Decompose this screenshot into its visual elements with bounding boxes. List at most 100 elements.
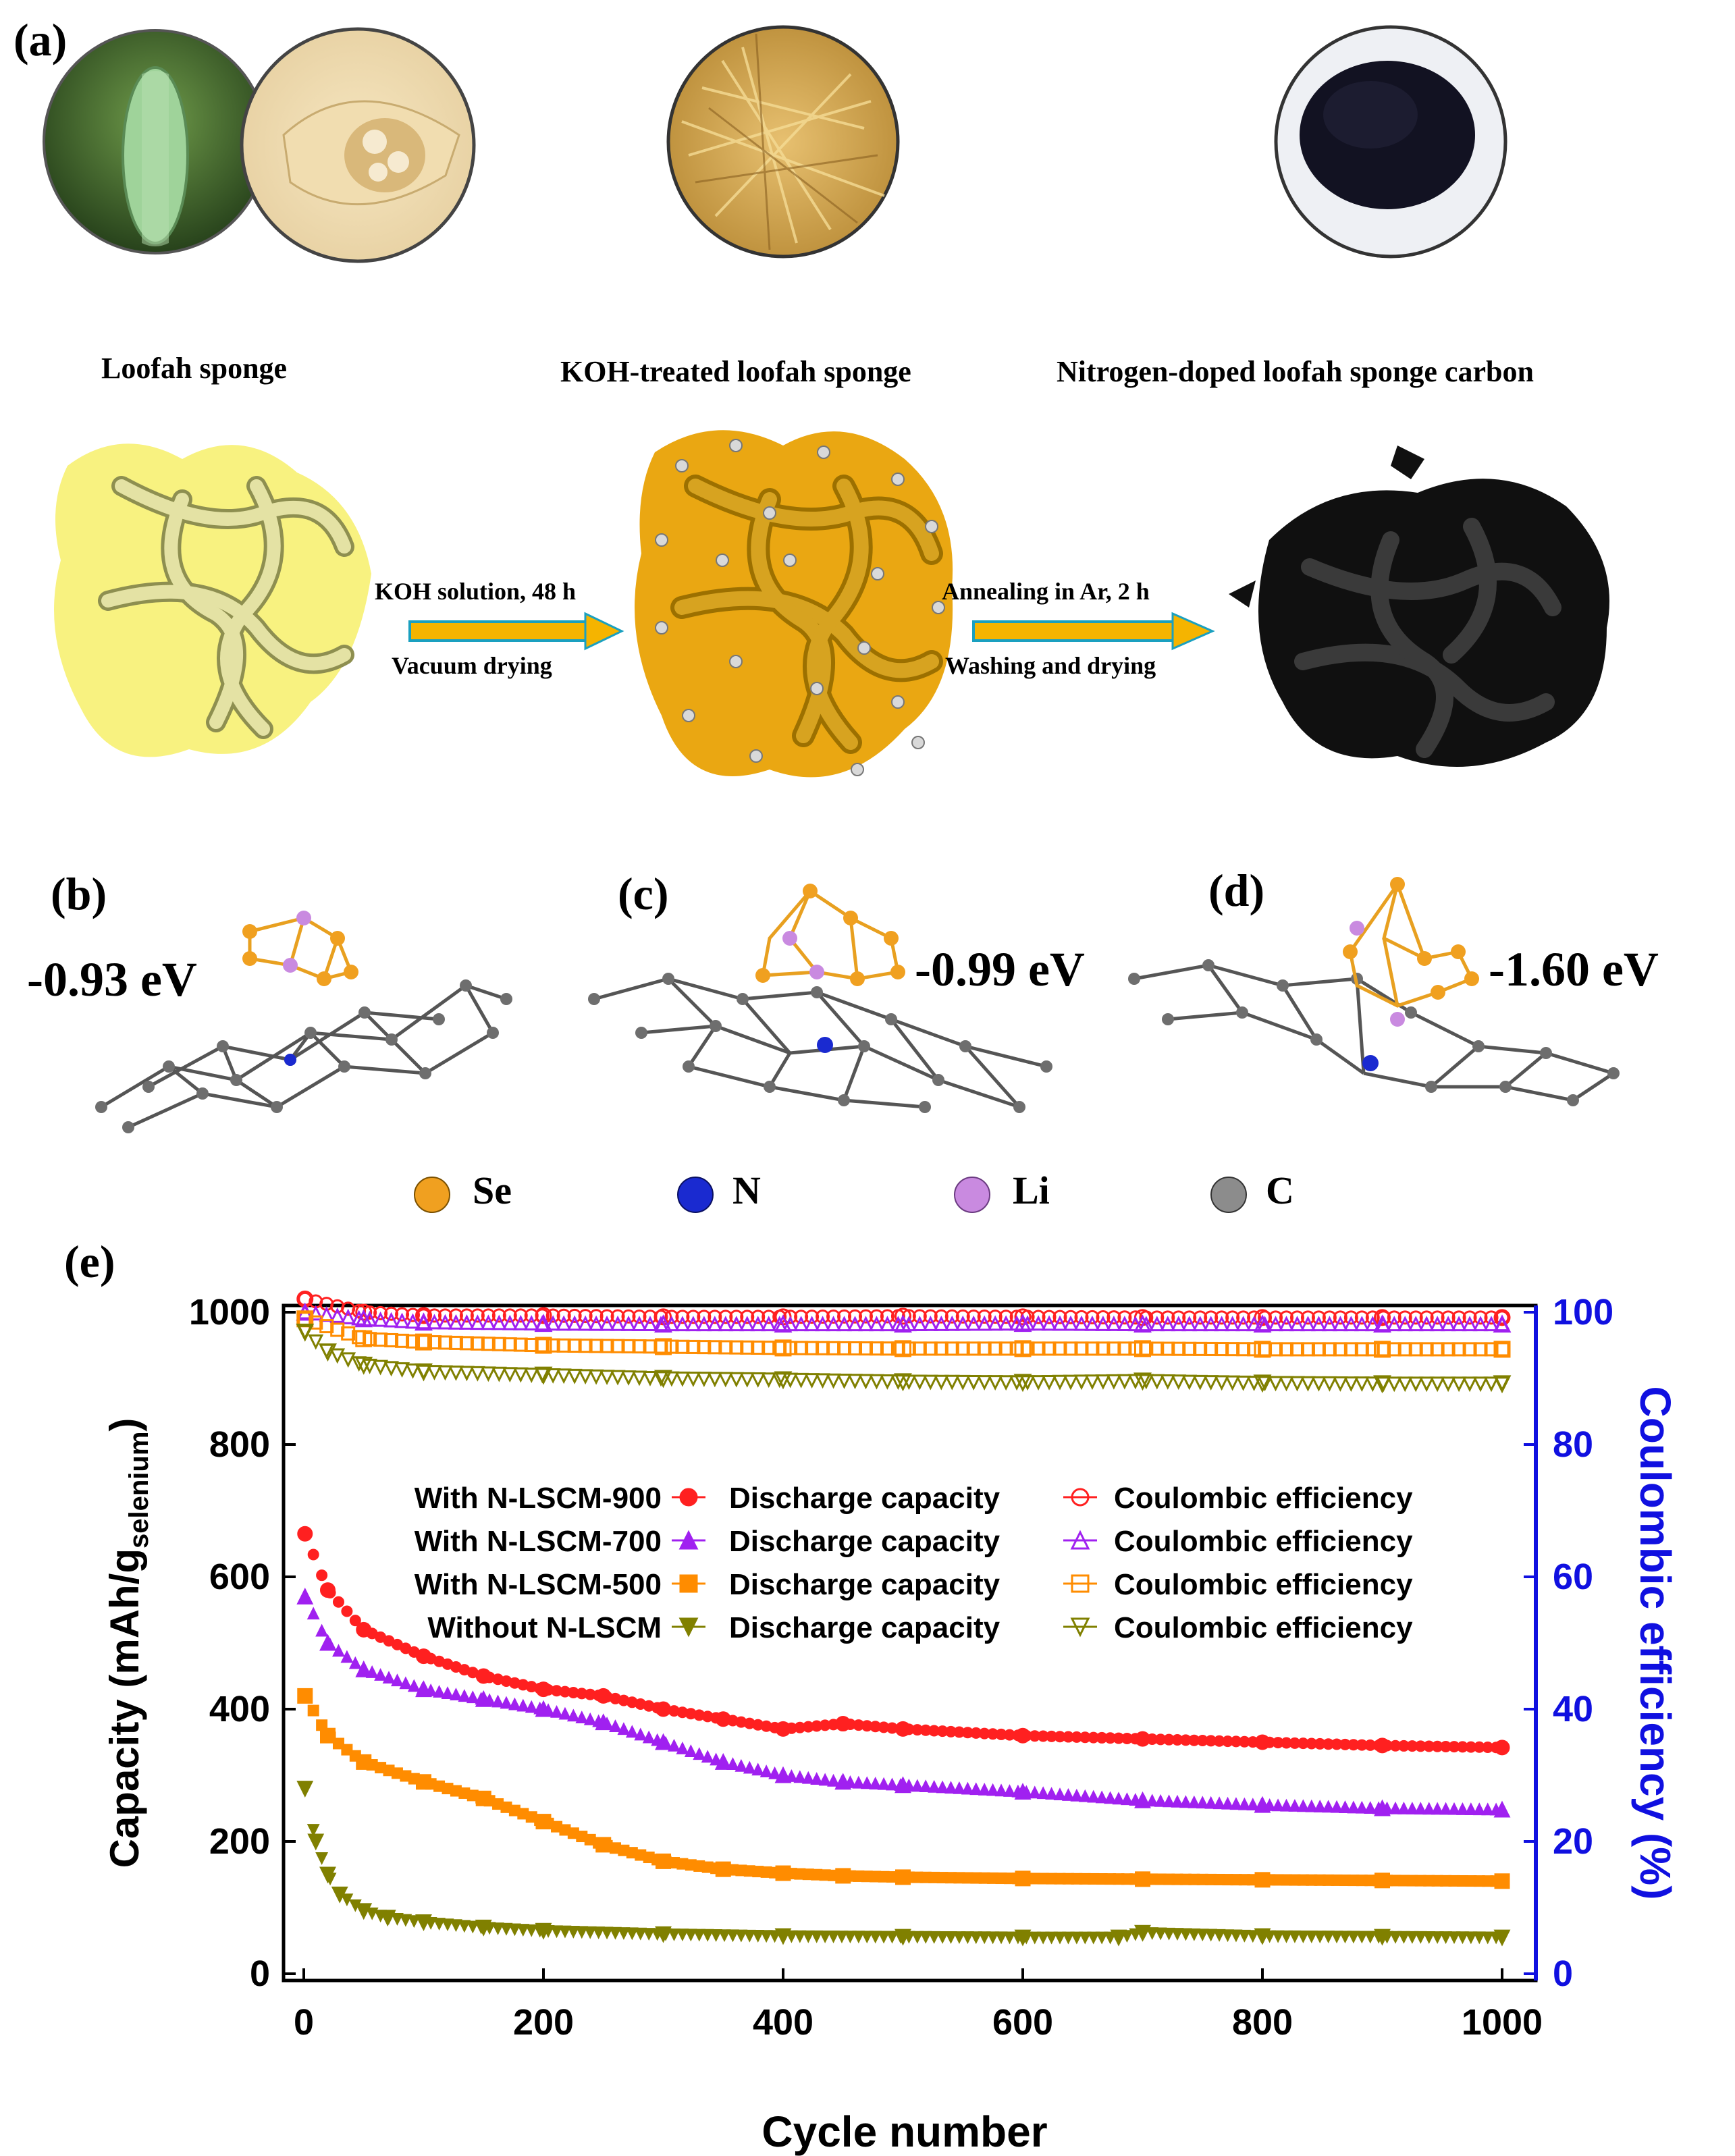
ce-point <box>1204 1341 1219 1356</box>
capacity-point <box>1053 1787 1067 1800</box>
capacity-point <box>349 1615 361 1627</box>
ce-point <box>794 1310 809 1324</box>
ce-data-point <box>1253 1314 1272 1333</box>
ce-data-point <box>1493 1341 1511 1358</box>
ce-point <box>1310 1376 1327 1392</box>
ce-point <box>708 1340 722 1355</box>
capacity-point <box>1146 1794 1159 1807</box>
capacity-point <box>827 1773 840 1787</box>
capacity-point <box>1280 1798 1293 1812</box>
capacity-point <box>911 1779 924 1792</box>
ce-point <box>674 1316 691 1332</box>
capacity-point <box>1339 1800 1352 1813</box>
ce-point <box>1408 1342 1423 1357</box>
ce-point <box>1473 1342 1488 1357</box>
ce-point <box>923 1309 938 1324</box>
ce-point <box>1300 1316 1316 1332</box>
capacity-data-point <box>297 1526 313 1542</box>
ce-point <box>524 1338 539 1353</box>
x-tick-label: 400 <box>753 2002 813 2043</box>
ce-point <box>394 1312 410 1328</box>
capacity-point <box>1204 1796 1218 1809</box>
y-left-tick-label: 200 <box>209 1821 270 1862</box>
capacity-point <box>1053 1931 1067 1945</box>
capacity-data-point <box>535 1922 552 1940</box>
ce-point <box>965 1374 982 1391</box>
ce-point <box>1193 1341 1208 1356</box>
ce-point <box>998 1375 1014 1391</box>
ce-data-point <box>535 1307 552 1324</box>
capacity-point <box>693 1929 706 1942</box>
capacity-point <box>315 1852 329 1865</box>
capacity-point <box>978 1783 991 1796</box>
capacity-data-point <box>535 1700 552 1717</box>
capacity-point <box>634 1727 647 1741</box>
caption-n-doped-carbon: Nitrogen-doped loofah sponge carbon <box>1057 355 1534 388</box>
ce-point <box>427 1335 442 1350</box>
ce-point <box>1483 1316 1499 1332</box>
capacity-point <box>852 1931 865 1944</box>
ce-point <box>383 1312 400 1328</box>
capacity-data-point <box>379 1910 396 1927</box>
ce-point <box>1171 1310 1186 1325</box>
ce-point <box>955 1374 971 1391</box>
capacity-point <box>818 1773 832 1786</box>
ce-data-point <box>1134 1340 1151 1357</box>
ce-point <box>761 1372 777 1389</box>
capacity-point <box>810 1772 824 1785</box>
ce-point <box>869 1309 884 1324</box>
ce-data-point <box>354 1356 373 1375</box>
capacity-data-point <box>1374 1872 1390 1889</box>
capacity-data-point <box>656 1853 671 1869</box>
ce-point <box>718 1316 734 1332</box>
capacity-point <box>726 1929 739 1943</box>
capacity-point <box>642 1730 656 1744</box>
capacity-data-point <box>319 1634 336 1651</box>
capacity-point <box>600 1926 614 1940</box>
ce-point <box>1429 1376 1445 1393</box>
capacity-data-point <box>1134 1791 1151 1808</box>
ce-point <box>394 1362 410 1378</box>
ce-point <box>405 1313 421 1329</box>
ce-point <box>1472 1316 1489 1332</box>
legend-ce-marker <box>1070 1530 1090 1550</box>
arrow-step2 <box>972 612 1215 651</box>
ce-point <box>1289 1342 1304 1357</box>
capacity-point <box>1237 1797 1251 1810</box>
ce-point <box>988 1310 1003 1324</box>
ce-point <box>588 1369 604 1385</box>
capacity-point <box>743 1929 756 1943</box>
ce-point <box>491 1308 506 1323</box>
ce-point <box>1225 1310 1240 1325</box>
ce-data-point <box>895 1308 911 1325</box>
ce-point <box>1397 1310 1412 1325</box>
ce-point <box>512 1367 529 1383</box>
capacity-data-point <box>296 1588 314 1605</box>
capacity-point <box>818 1930 832 1943</box>
capacity-point <box>994 1931 1008 1945</box>
legend-series-name: With N-LSCM-700 <box>415 1525 662 1558</box>
ce-point <box>1042 1310 1057 1324</box>
ce-point <box>922 1316 938 1331</box>
ce-point <box>1085 1310 1100 1324</box>
capacity-point <box>961 1781 974 1795</box>
ce-point <box>1246 1376 1262 1392</box>
ce-point <box>848 1341 862 1356</box>
capacity-point <box>508 1923 521 1937</box>
capacity-point <box>500 1922 513 1936</box>
ce-point <box>836 1373 852 1389</box>
capacity-point <box>1364 1801 1377 1814</box>
ce-point <box>1019 1315 1036 1331</box>
schematic-n-doped-carbon <box>1229 446 1609 767</box>
capacity-point <box>1003 1784 1016 1797</box>
capacity-point <box>1431 1931 1444 1944</box>
capacity-point <box>1431 1802 1444 1815</box>
capacity-data-point <box>1110 1929 1127 1947</box>
ce-point <box>686 1310 701 1324</box>
ce-point <box>1343 1376 1359 1392</box>
ce-data-point <box>296 1323 315 1342</box>
se-atom-label: Se <box>473 1168 512 1212</box>
capacity-point <box>1154 1927 1167 1941</box>
ce-point <box>427 1365 442 1380</box>
step1-top-label: KOH solution, 48 h <box>375 578 577 605</box>
